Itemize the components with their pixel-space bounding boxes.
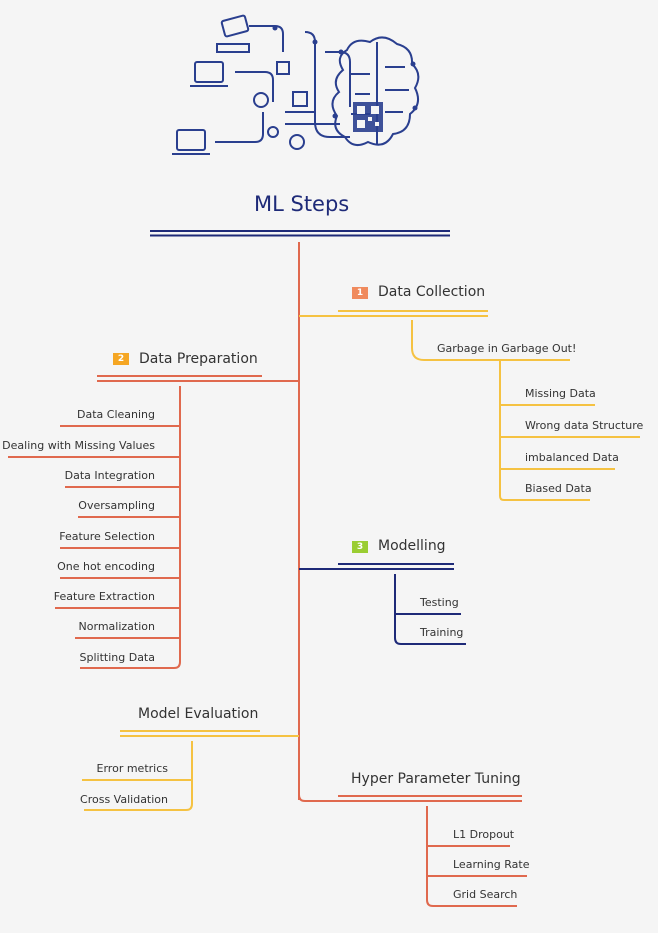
dp-child-7[interactable]: Feature Extraction [53, 590, 155, 603]
model-evaluation-node[interactable]: Model Evaluation [138, 706, 259, 722]
dp-child-9[interactable]: Splitting Data [79, 651, 155, 664]
modelling-child-training[interactable]: Training [420, 626, 464, 639]
dc-child-biased[interactable]: Biased Data [525, 482, 592, 495]
dp-child-1[interactable]: Data Cleaning [77, 408, 155, 421]
dp-child-3[interactable]: Data Integration [64, 469, 155, 482]
dp-child-8[interactable]: Normalization [78, 620, 155, 633]
gigo-connector [411, 320, 570, 361]
gigo-node[interactable]: Garbage in Garbage Out! [437, 342, 577, 355]
dc-child-wrong-structure[interactable]: Wrong data Structure [525, 419, 644, 432]
hpt-node[interactable]: Hyper Parameter Tuning [351, 771, 521, 787]
hpt-child-l1-dropout[interactable]: L1 Dropout [453, 828, 515, 841]
badge-1: 1 [352, 287, 368, 299]
hpt-child-learning-rate[interactable]: Learning Rate [453, 858, 530, 871]
hpt-children-trunk [426, 806, 517, 907]
me-child-error-metrics[interactable]: Error metrics [96, 762, 168, 775]
dc-child-imbalanced[interactable]: imbalanced Data [525, 451, 619, 464]
data-collection-node[interactable]: Data Collection [378, 284, 486, 300]
map-title: ML Steps [254, 192, 350, 216]
hpt-connector [298, 794, 522, 802]
me-child-cross-validation[interactable]: Cross Validation [80, 793, 168, 806]
dc-children-trunk [499, 360, 590, 501]
modelling-child-testing[interactable]: Testing [420, 596, 459, 609]
me-children-trunk [84, 741, 193, 811]
modelling-node[interactable]: Modelling [378, 538, 446, 554]
ai-brain-circuit-illustration [172, 14, 420, 155]
hpt-child-grid-search[interactable]: Grid Search [453, 888, 518, 901]
badge-3: 3 [352, 541, 368, 553]
data-preparation-node[interactable]: Data Preparation [139, 351, 258, 367]
badge-2: 2 [113, 353, 129, 365]
dp-children-trunk [80, 386, 181, 669]
dp-child-2[interactable]: Dealing with Missing Values [2, 439, 155, 452]
modelling-children-trunk [394, 574, 466, 645]
dp-child-6[interactable]: One hot encoding [57, 560, 155, 573]
dp-child-4[interactable]: Oversampling [78, 499, 155, 512]
dp-child-5[interactable]: Feature Selection [59, 530, 155, 543]
dc-child-missing-data[interactable]: Missing Data [525, 387, 596, 400]
